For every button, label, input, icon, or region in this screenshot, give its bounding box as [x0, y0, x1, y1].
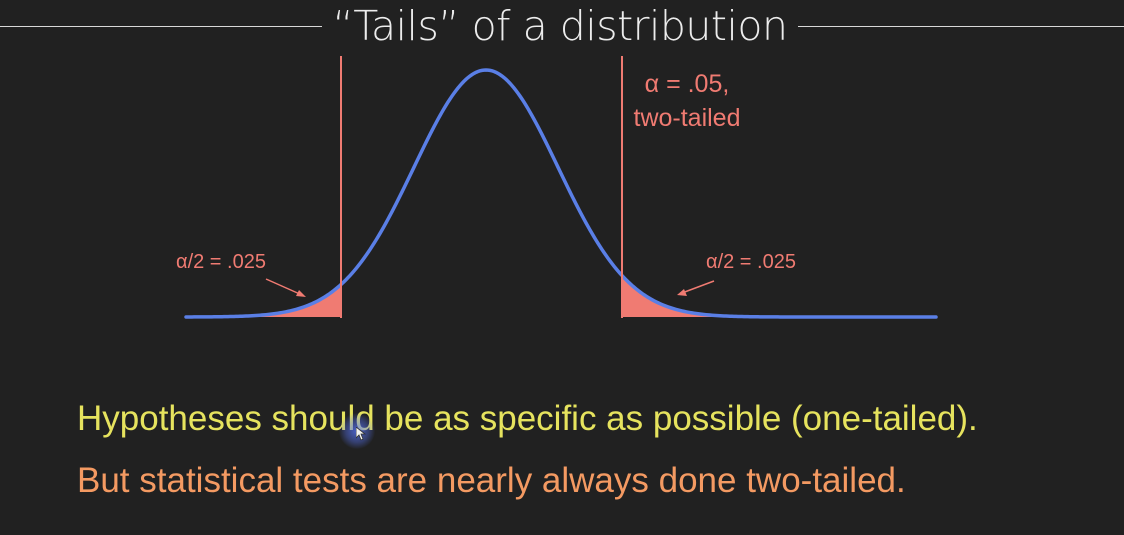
title-rule-left	[0, 26, 322, 27]
alpha-label: α = .05, two-tailed	[612, 67, 762, 135]
right-tail-label: α/2 = .025	[706, 251, 796, 273]
right-tail-region	[622, 275, 937, 317]
left-tail-label: α/2 = .025	[176, 251, 266, 273]
right-tail-arrow	[677, 280, 715, 296]
hypotheses-statement: Hypotheses should be as specific as poss…	[77, 399, 978, 438]
tests-statement: But statistical tests are nearly always …	[77, 461, 906, 500]
alpha-value: α = .05,	[644, 70, 730, 98]
title-rule-right	[798, 26, 1124, 27]
distribution-curve	[184, 68, 938, 319]
left-tail-arrow	[265, 278, 306, 297]
alpha-tailedness: two-tailed	[633, 104, 741, 132]
mouse-pointer-icon	[356, 427, 366, 441]
slide-title: “Tails” of a distribution	[332, 2, 788, 50]
